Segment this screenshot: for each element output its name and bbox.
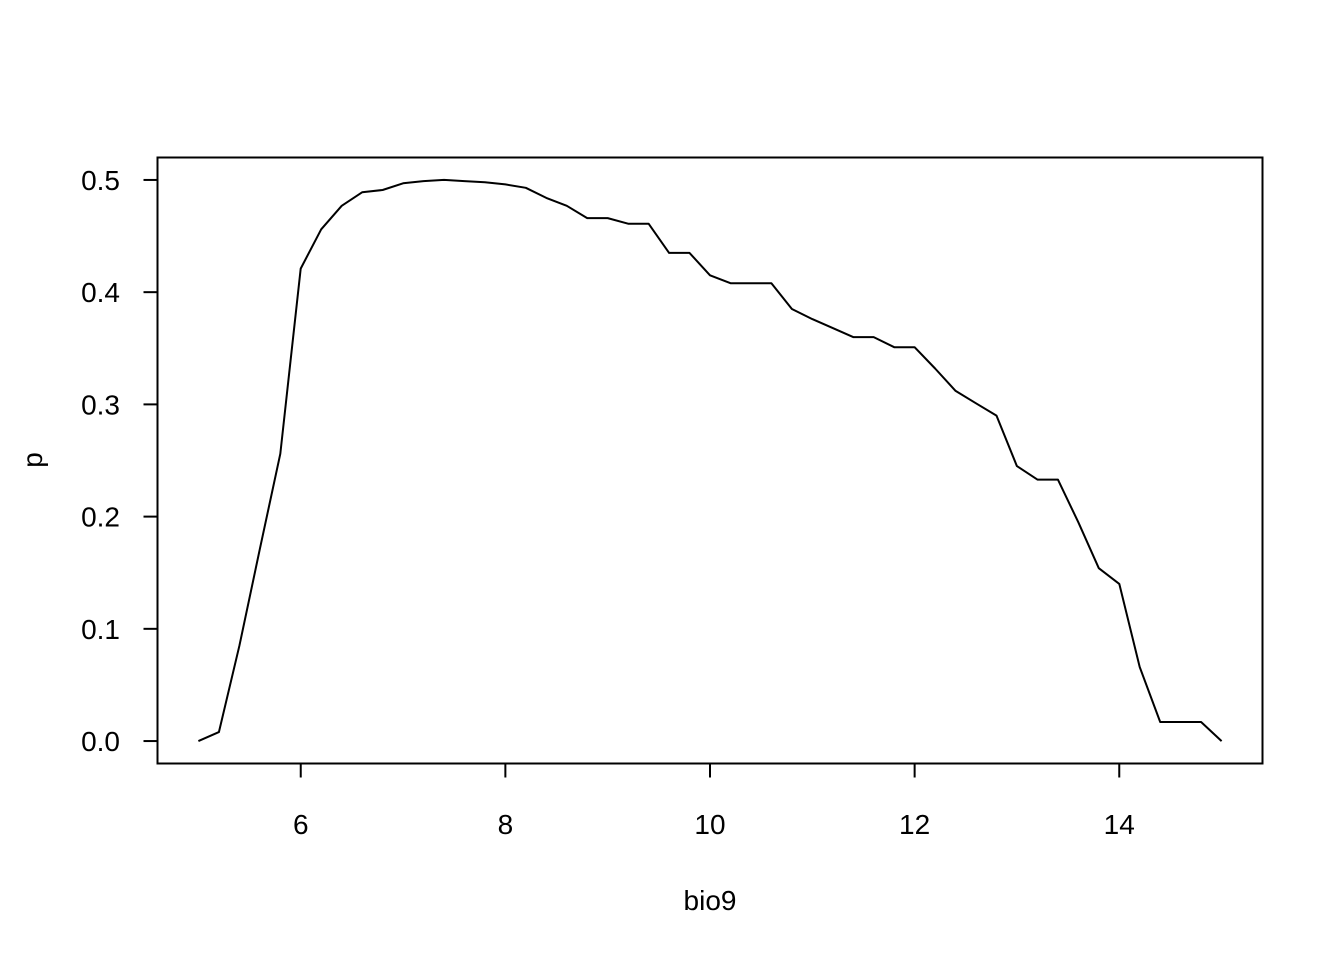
- x-axis-label: bio9: [684, 885, 737, 916]
- y-tick-label: 0.0: [81, 726, 120, 757]
- y-tick-label: 0.2: [81, 502, 120, 533]
- x-tick-label: 8: [498, 809, 514, 840]
- x-tick-label: 12: [899, 809, 930, 840]
- x-tick-label: 14: [1104, 809, 1135, 840]
- x-tick-label: 10: [694, 809, 725, 840]
- y-axis: 0.0 0.1 0.2 0.3 0.4 0.5: [81, 165, 159, 757]
- y-tick-label: 0.4: [81, 277, 120, 308]
- y-tick-label: 0.1: [81, 614, 120, 645]
- x-axis: 6 8 10 12 14: [293, 762, 1135, 840]
- series-line: [197, 178, 1223, 743]
- x-tick-label: 6: [293, 809, 309, 840]
- y-axis-label: p: [17, 452, 48, 468]
- y-tick-label: 0.3: [81, 389, 120, 420]
- y-tick-label: 0.5: [81, 165, 120, 196]
- plot-frame: [156, 156, 1264, 765]
